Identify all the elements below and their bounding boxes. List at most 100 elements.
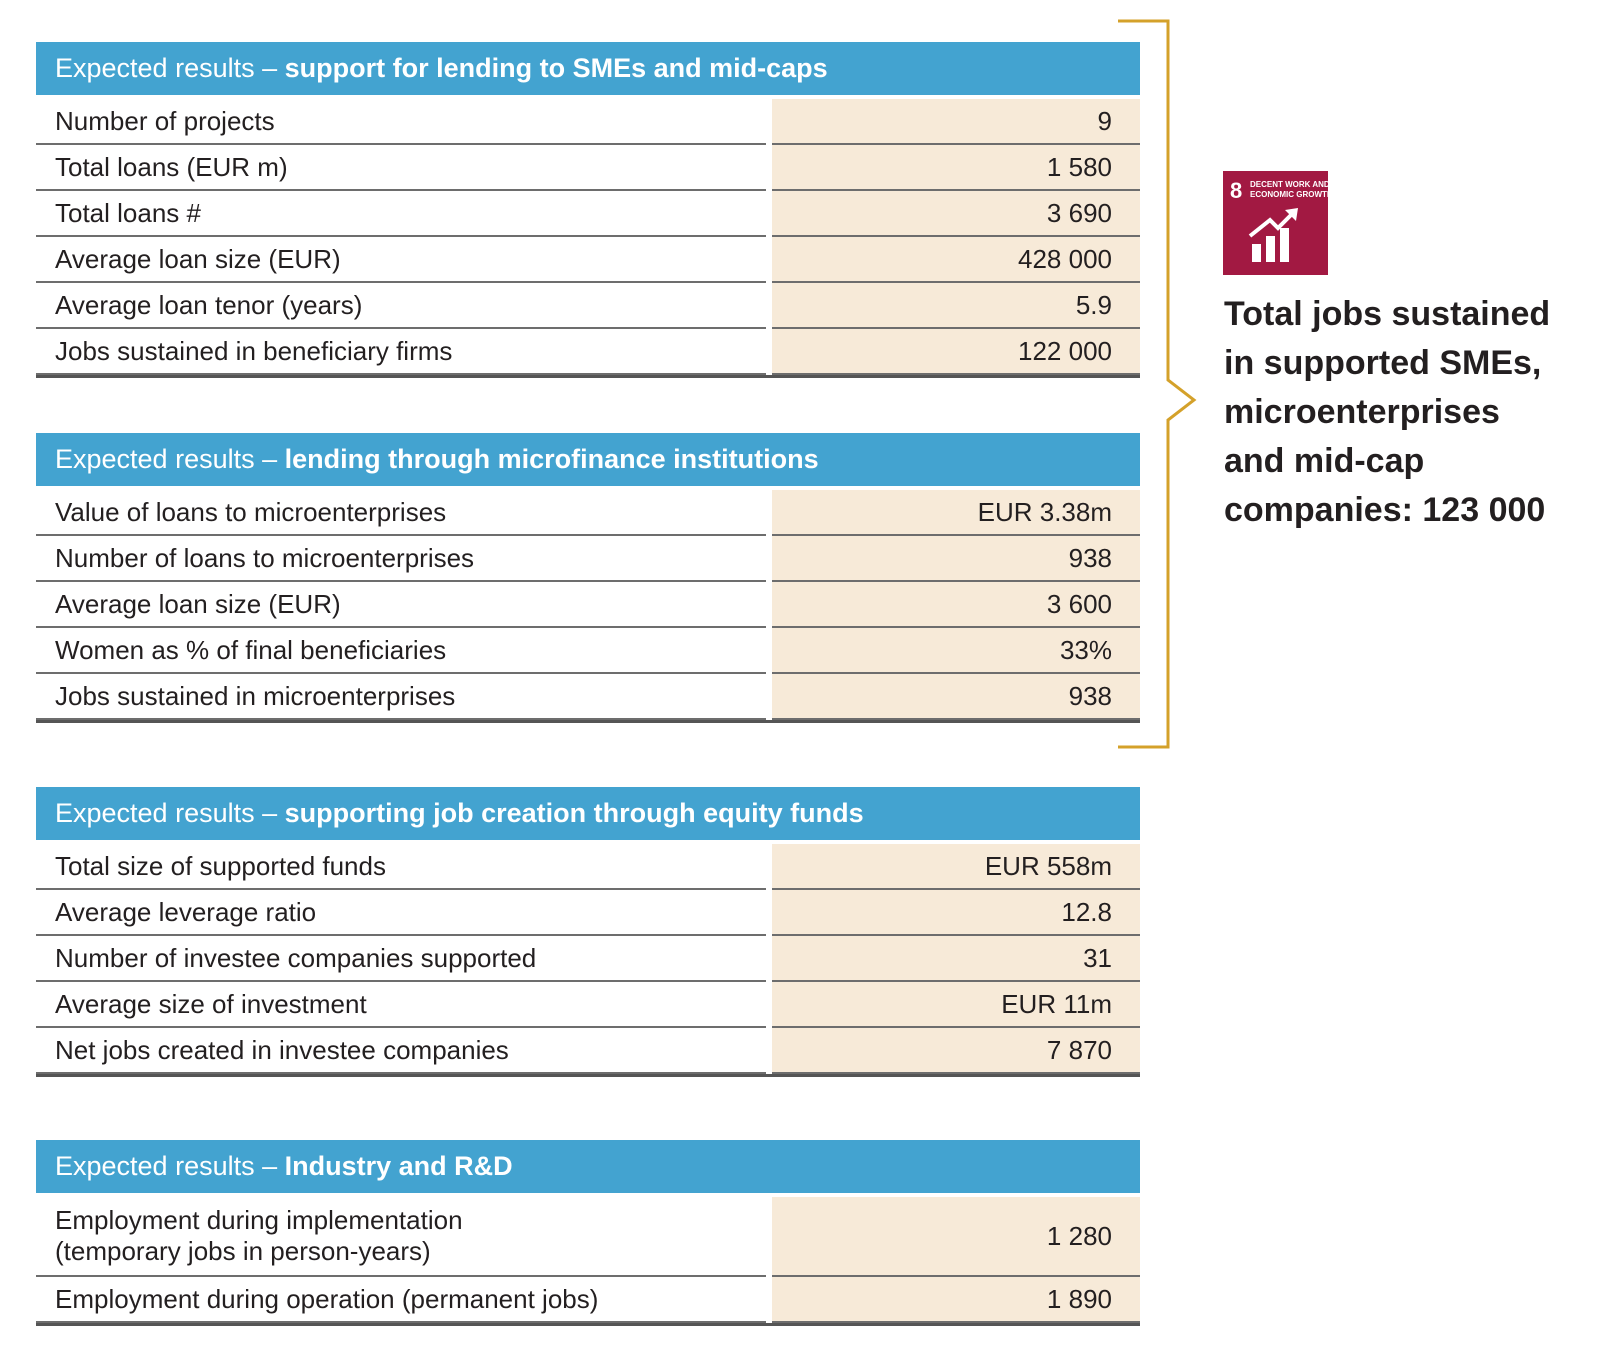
row-value: 428 000 — [772, 237, 1140, 283]
sdg-graphic — [1248, 208, 1298, 262]
table-row: Total size of supported funds EUR 558m — [36, 844, 1140, 890]
table: Expected results – lending through micro… — [36, 433, 1140, 723]
table-row: Jobs sustained in microenterprises 938 — [36, 674, 1140, 720]
row-label: Total size of supported funds — [36, 844, 766, 890]
table-row: Net jobs created in investee companies 7 … — [36, 1028, 1140, 1074]
sdg-number: 8 — [1230, 178, 1242, 203]
table-end-line — [36, 720, 1140, 723]
row-label: Jobs sustained in beneficiary firms — [36, 329, 766, 375]
row-value: 12.8 — [772, 890, 1140, 936]
header-title: Industry and R&D — [284, 1151, 513, 1181]
table-row: Total loans # 3 690 — [36, 191, 1140, 237]
row-label: Number of projects — [36, 99, 766, 145]
table-end-line — [36, 1323, 1140, 1326]
header-prefix: Expected results – — [55, 444, 285, 474]
row-label: Employment during implementation (tempora… — [36, 1197, 766, 1277]
row-label: Employment during operation (permanent j… — [36, 1277, 766, 1323]
row-value: 31 — [772, 936, 1140, 982]
summary-line: in supported SMEs, — [1224, 344, 1542, 382]
table-header: Expected results – support for lending t… — [36, 42, 1140, 95]
summary: Total jobs sustained in supported SMEs, mi… — [1224, 290, 1550, 535]
row-value: 9 — [772, 99, 1140, 145]
row-value: EUR 11m — [772, 982, 1140, 1028]
header-title: support for lending to SMEs and mid-caps — [284, 53, 828, 83]
header-prefix: Expected results – — [55, 798, 285, 828]
table: Expected results – support for lending t… — [36, 42, 1140, 378]
table-row: Average leverage ratio 12.8 — [36, 890, 1140, 936]
table-row: Employment during implementation (tempora… — [36, 1197, 1140, 1277]
table-row: Total loans (EUR m) 1 580 — [36, 145, 1140, 191]
table-end-line — [36, 1074, 1140, 1077]
table-end-line — [36, 375, 1140, 378]
label-line: Jobs sustained in microenterprises — [55, 680, 456, 711]
table-header: Expected results – lending through micro… — [36, 433, 1140, 486]
row-value: 938 — [772, 536, 1140, 582]
summary-line: and mid-cap — [1224, 442, 1425, 480]
label-line: Employment during implementation — [55, 1205, 463, 1235]
summary-line: microenterprises — [1224, 393, 1500, 431]
table-row: Jobs sustained in beneficiary firms 122 0… — [36, 329, 1140, 375]
table-header: Expected results – supporting job creati… — [36, 787, 1140, 840]
row-value: 1 580 — [772, 145, 1140, 191]
table-row: Average size of investment EUR 11m — [36, 982, 1140, 1028]
row-value: 122 000 — [772, 329, 1140, 375]
label-line: Average loan size (EUR) — [55, 588, 341, 619]
table-row: Number of projects 9 — [36, 99, 1140, 145]
table-row: Women as % of final beneficiaries 33% — [36, 628, 1140, 674]
row-label: Jobs sustained in microenterprises — [36, 674, 766, 720]
row-label: Women as % of final beneficiaries — [36, 628, 766, 674]
table-row: Average loan size (EUR) 428 000 — [36, 237, 1140, 283]
label-line: Total loans (EUR m) — [55, 151, 288, 182]
label-line: Number of projects — [55, 105, 275, 136]
row-value: 1 890 — [772, 1277, 1140, 1323]
table-header: Expected results – Industry and R&D — [36, 1140, 1140, 1193]
row-value: 33% — [772, 628, 1140, 674]
row-label: Average leverage ratio — [36, 890, 766, 936]
row-value: EUR 3.38m — [772, 490, 1140, 536]
label-line: Average size of investment — [55, 988, 367, 1019]
header-prefix: Expected results – — [55, 53, 285, 83]
label-line: Value of loans to microenterprises — [55, 496, 447, 527]
label-line: Women as % of final beneficiaries — [55, 634, 447, 665]
row-label: Average loan size (EUR) — [36, 237, 766, 283]
table: Expected results – supporting job creati… — [36, 787, 1140, 1077]
row-label: Average loan tenor (years) — [36, 283, 766, 329]
summary-line: Total jobs sustained — [1224, 295, 1551, 333]
bracket — [1118, 19, 1197, 749]
label-line: Number of investee companies supported — [55, 942, 537, 973]
row-value: EUR 558m — [772, 844, 1140, 890]
label-line: Total size of supported funds — [55, 850, 386, 881]
row-label: Average loan size (EUR) — [36, 582, 766, 628]
header-title: lending through microfinance institution… — [284, 444, 819, 474]
label-line: Employment during operation (permanent j… — [55, 1283, 599, 1314]
table-row: Average loan tenor (years) 5.9 — [36, 283, 1140, 329]
table-row: Employment during operation (permanent j… — [36, 1277, 1140, 1323]
label-line: Average loan size (EUR) — [55, 243, 341, 274]
sdg-line: DECENT WORK AND — [1250, 180, 1330, 189]
row-value: 3 690 — [772, 191, 1140, 237]
label-line: Average loan tenor (years) — [55, 289, 363, 320]
row-label: Total loans # — [36, 191, 766, 237]
row-value: 5.9 — [772, 283, 1140, 329]
row-value: 7 870 — [772, 1028, 1140, 1074]
row-label: Number of loans to microenterprises — [36, 536, 766, 582]
summary-line: companies: 123 000 — [1224, 491, 1546, 529]
row-label: Number of investee companies supported — [36, 936, 766, 982]
row-label: Total loans (EUR m) — [36, 145, 766, 191]
table: Expected results – Industry and R&D Emplo… — [36, 1140, 1140, 1326]
table-row: Value of loans to microenterprises EUR 3.… — [36, 490, 1140, 536]
row-label: Value of loans to microenterprises — [36, 490, 766, 536]
header-title: supporting job creation through equity f… — [284, 798, 864, 828]
row-value: 938 — [772, 674, 1140, 720]
row-label: Average size of investment — [36, 982, 766, 1028]
row-value: 1 280 — [772, 1197, 1140, 1277]
row-label: Net jobs created in investee companies — [36, 1028, 766, 1074]
label-line: Net jobs created in investee companies — [55, 1034, 509, 1065]
header-prefix: Expected results – — [55, 1151, 285, 1181]
label-line: Average leverage ratio — [55, 896, 317, 927]
label-line: Jobs sustained in beneficiary firms — [55, 335, 453, 366]
table-row: Number of investee companies supported 31 — [36, 936, 1140, 982]
label-line: (temporary jobs in person-years) — [55, 1236, 431, 1266]
